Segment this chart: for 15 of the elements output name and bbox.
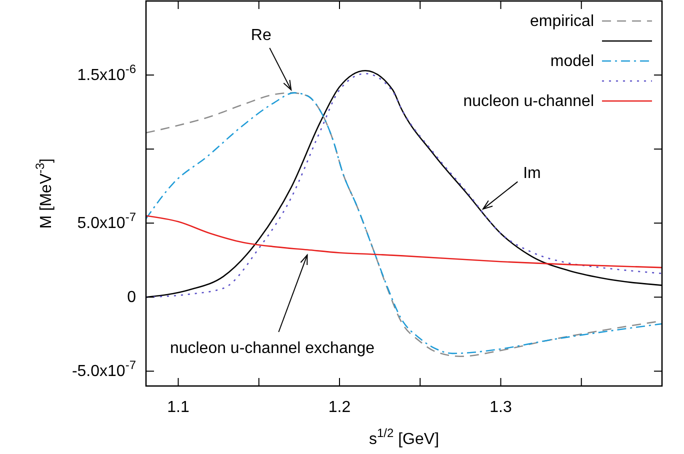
- y-tick-label: 1.5x10$^{-6}$: [77, 62, 136, 84]
- y-tick-label: 0: [127, 289, 136, 306]
- annotation: Re: [250, 26, 272, 44]
- y-tick-label: 5.0x10$^{-7}$: [77, 210, 136, 232]
- x-tick-label: 1.3: [490, 399, 512, 416]
- annotation: Im: [523, 165, 541, 182]
- line-series: [146, 215, 662, 268]
- legend-label: nucleon u-channel: [463, 93, 594, 110]
- x-tick-label: 1.1: [167, 399, 190, 416]
- y-tick-label: -5.0x10$^{-7}$: [72, 358, 136, 380]
- x-axis-title: s$^{1/2}$ [GeV]: [368, 426, 440, 448]
- x-tick-label: 1.2: [328, 399, 351, 416]
- legend-label: empirical: [530, 13, 594, 30]
- annotation: nucleon u-channel exchange: [170, 340, 375, 357]
- legend-label: model: [550, 53, 594, 70]
